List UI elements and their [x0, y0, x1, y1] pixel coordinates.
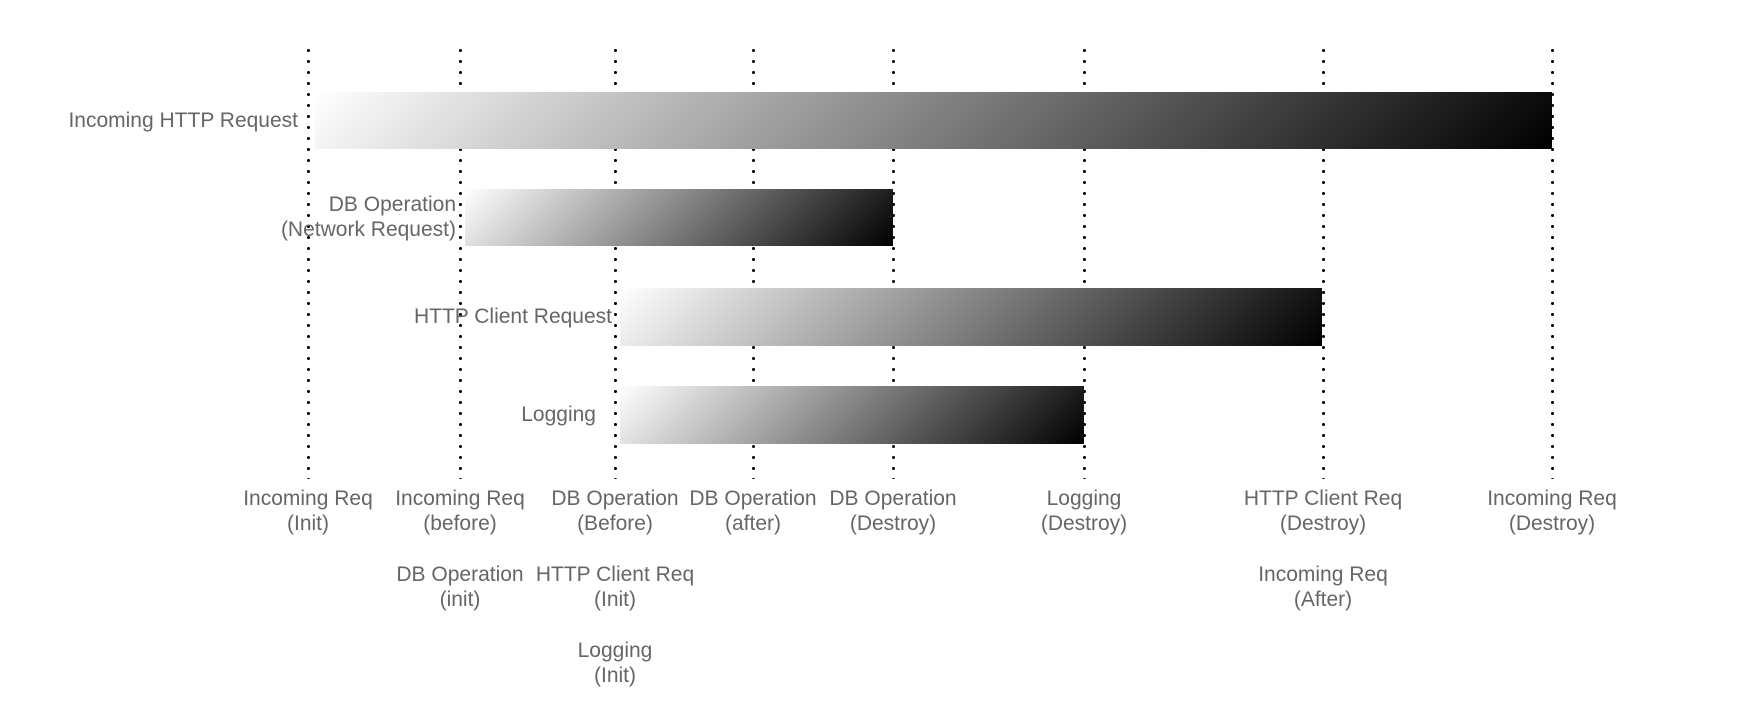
event-label: (Destroy) [1508, 512, 1596, 535]
event-gridline [458, 45, 462, 479]
row-label: Logging [521, 403, 596, 426]
event-label: Logging [1046, 487, 1122, 510]
event-label: HTTP Client Req [1243, 487, 1403, 510]
event-label: DB Operation [829, 487, 957, 510]
event-gridline [1550, 45, 1554, 479]
event-label: (Before) [577, 512, 653, 535]
event-gridline [306, 45, 310, 479]
event-label: DB Operation [551, 487, 679, 510]
event-label: (Destroy) [849, 512, 937, 535]
event-label: DB Operation [396, 563, 524, 586]
event-label: Incoming Req [395, 487, 525, 510]
event-label: (Init) [594, 664, 636, 687]
event-label: (Destroy) [1040, 512, 1128, 535]
event-gridline [891, 45, 895, 479]
event-label: Incoming Req [1258, 563, 1388, 586]
row-label: Incoming HTTP Request [68, 109, 298, 132]
row-label: HTTP Client Request [413, 305, 612, 328]
event-label: HTTP Client Req [535, 563, 695, 586]
event-gridline [751, 45, 755, 479]
span-bar [620, 386, 1084, 444]
event-gridline [613, 45, 617, 479]
event-label: (Init) [287, 512, 329, 535]
span-bar [315, 92, 1552, 149]
event-label: (after) [724, 512, 781, 535]
span-bar [465, 189, 893, 246]
event-label: (Destroy) [1279, 512, 1367, 535]
row-label: (Network Request) [280, 218, 456, 241]
event-label: Incoming Req [1487, 487, 1617, 510]
event-label: (before) [423, 512, 497, 535]
event-label: (Init) [594, 588, 636, 611]
event-label: DB Operation [689, 487, 817, 510]
event-label: Incoming Req [243, 487, 373, 510]
row-label: DB Operation [328, 193, 456, 216]
event-gridline [1321, 45, 1325, 479]
event-label: (init) [439, 588, 481, 611]
event-label: (After) [1293, 588, 1353, 611]
event-gridline [1082, 45, 1086, 479]
span-bar [620, 288, 1322, 346]
event-label: Logging [577, 639, 653, 662]
